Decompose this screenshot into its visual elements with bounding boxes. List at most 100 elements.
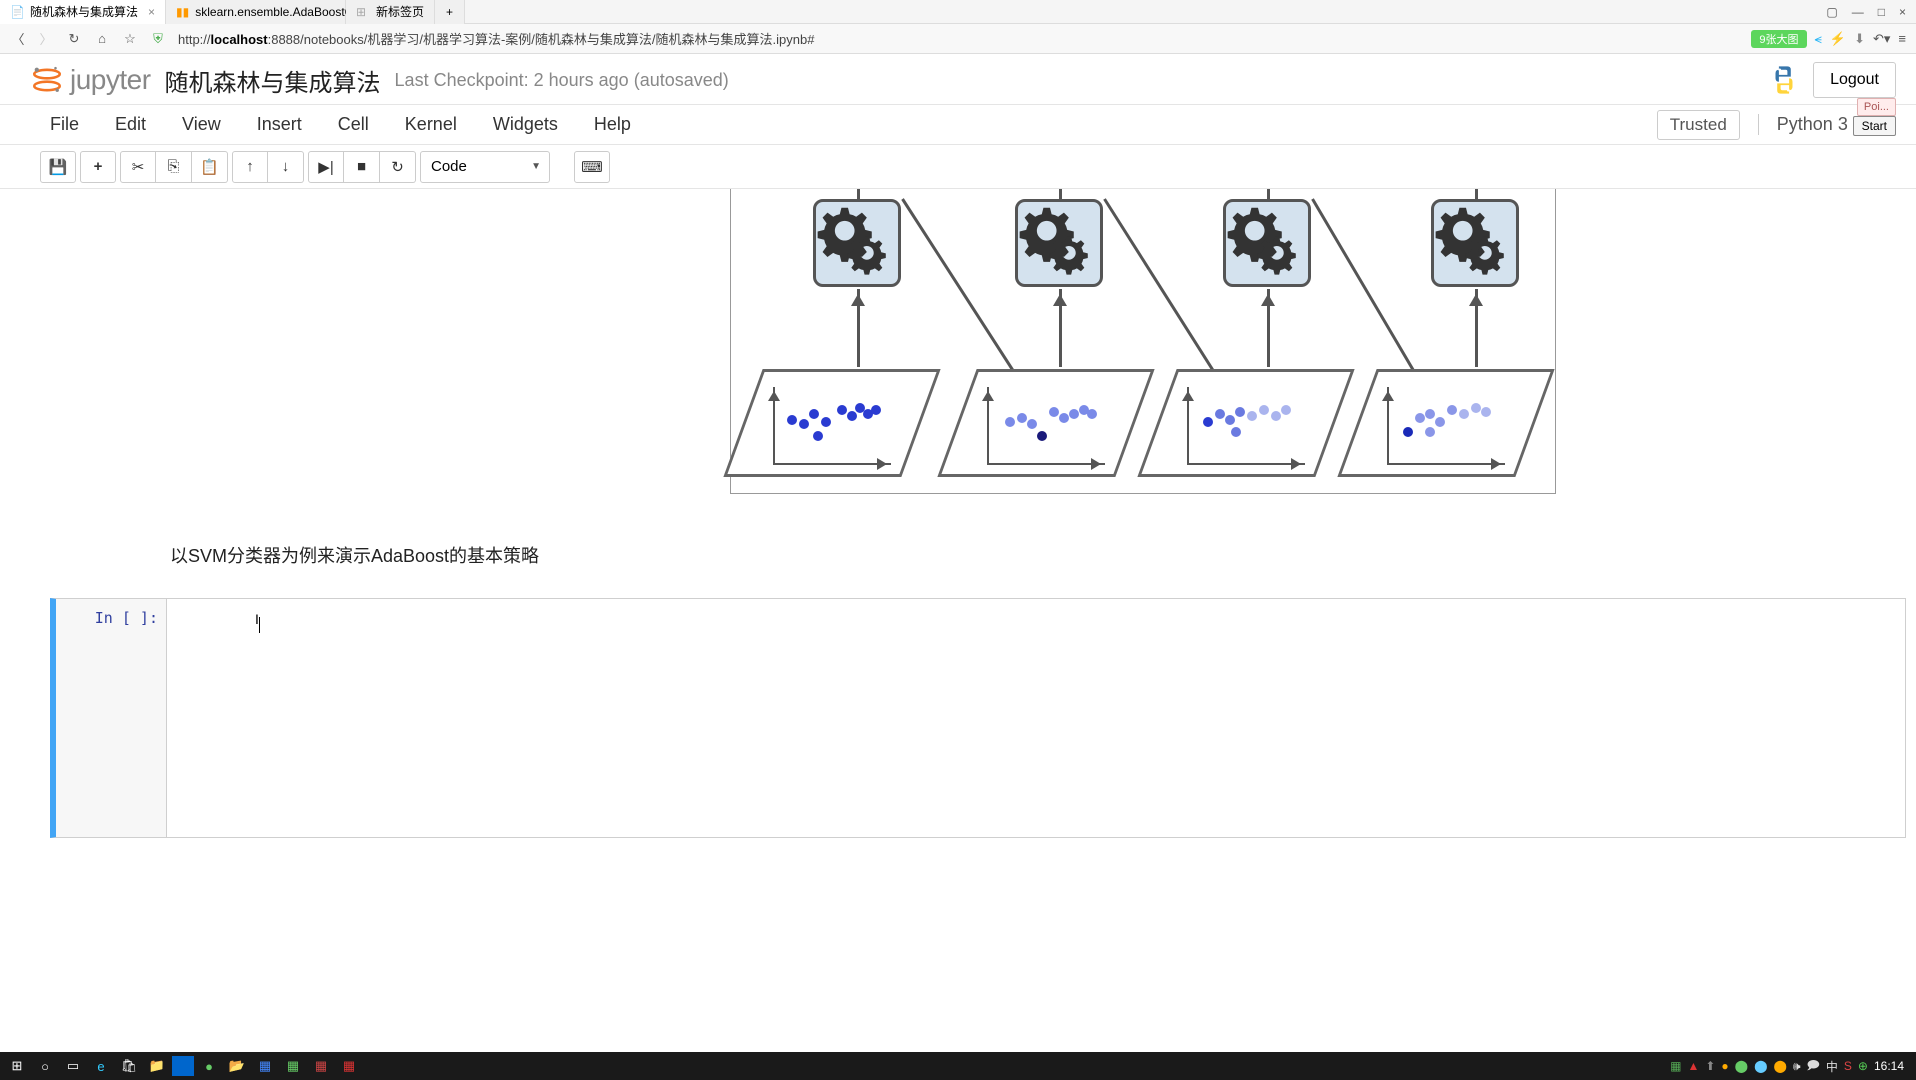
jupyter-logo[interactable]: jupyter [30, 63, 151, 97]
start-menu-icon[interactable]: ⊞ [4, 1054, 30, 1078]
menu-file[interactable]: File [50, 114, 97, 135]
browser-tabs: 📄 随机森林与集成算法 × ▮▮ sklearn.ensemble.AdaBoo… [0, 0, 1916, 24]
menu-icon[interactable]: ≡ [1898, 31, 1906, 46]
tray-icon[interactable]: S [1844, 1059, 1852, 1073]
browser-tab-1[interactable]: ▮▮ sklearn.ensemble.AdaBoostC [166, 0, 346, 24]
tray-icon[interactable]: ⬤ [1754, 1059, 1767, 1073]
undo-icon[interactable]: ↶▾ [1873, 31, 1890, 47]
explorer-icon[interactable]: 📁 [144, 1054, 170, 1078]
add-cell-button[interactable]: + [80, 151, 116, 183]
tray-icon[interactable]: 🗩 [1807, 1056, 1820, 1077]
menu-cell[interactable]: Cell [320, 114, 387, 135]
notebook-area: 以SVM分类器为例来演示AdaBoost的基本策略 In [ ]: I [0, 189, 1916, 838]
tray-icon[interactable]: ▲ [1687, 1059, 1699, 1073]
taskbar: ⊞ ○ ▭ e 🛍 📁 ● 📂 ▦ ▦ ▦ ▦ ▦ ▲ ⬆ ● ⬤ ⬤ ⬤ 🕪 … [0, 1052, 1916, 1080]
python-logo-icon [1767, 63, 1801, 97]
store-icon[interactable]: 🛍 [116, 1054, 142, 1078]
copy-button[interactable]: ⎘ [156, 151, 192, 183]
share-icon[interactable]: ⪪ [1815, 31, 1822, 47]
move-up-button[interactable]: ↑ [232, 151, 268, 183]
jupyter-logo-icon [30, 63, 64, 97]
tray-icon[interactable]: ⊕ [1858, 1059, 1868, 1073]
cell-type-select[interactable]: Code [420, 151, 550, 183]
logout-button[interactable]: Logout [1813, 62, 1896, 98]
run-button[interactable]: ▶| [308, 151, 344, 183]
tray-icon[interactable]: ▦ [1670, 1059, 1681, 1073]
tray-icon[interactable]: ⬆ [1705, 1059, 1715, 1073]
code-input[interactable]: I [166, 599, 1905, 837]
reload-icon[interactable]: ↻ [66, 31, 82, 47]
tooltip-poi: Poi... [1857, 98, 1896, 116]
page-icon: ▮▮ [176, 5, 189, 19]
app-icon[interactable]: 📂 [224, 1054, 250, 1078]
jupyter-header: jupyter 随机森林与集成算法 Last Checkpoint: 2 hou… [0, 54, 1916, 105]
app-icon[interactable]: ▦ [252, 1054, 278, 1078]
image-count-badge[interactable]: 9张大图 [1751, 30, 1806, 48]
stop-button[interactable]: ■ [344, 151, 380, 183]
app-icon[interactable]: ▦ [308, 1054, 334, 1078]
edge-icon[interactable]: e [88, 1054, 114, 1078]
menu-insert[interactable]: Insert [239, 114, 320, 135]
close-icon[interactable]: × [148, 5, 155, 19]
menu-edit[interactable]: Edit [97, 114, 164, 135]
browser-tab-0[interactable]: 📄 随机森林与集成算法 × [0, 0, 166, 24]
tab-title: 随机森林与集成算法 [30, 3, 138, 20]
paste-button[interactable]: 📋 [192, 151, 228, 183]
tray-icon[interactable]: ⬤ [1735, 1059, 1748, 1073]
window-restore-icon[interactable]: ▢ [1826, 5, 1837, 19]
app-icon[interactable]: ▦ [336, 1054, 362, 1078]
forward-icon[interactable]: 〉 [38, 29, 54, 48]
output-diagram [360, 189, 1556, 494]
input-prompt: In [ ]: [56, 599, 166, 837]
cut-button[interactable]: ✂ [120, 151, 156, 183]
kernel-name[interactable]: Python 3 [1758, 114, 1848, 135]
window-close-icon[interactable]: × [1899, 5, 1906, 19]
window-maximize-icon[interactable]: □ [1878, 5, 1885, 19]
back-icon[interactable]: 〈 [10, 29, 26, 48]
notebook-title[interactable]: 随机森林与集成算法 [165, 63, 381, 98]
url-rest: :8888/notebooks/机器学习/机器学习算法-案例/随机森林与集成算法… [268, 32, 815, 47]
tray-icon[interactable]: 🕪 [1793, 1059, 1801, 1074]
checkpoint-text: Last Checkpoint: 2 hours ago (autosaved) [395, 70, 729, 91]
jupyter-logo-text: jupyter [70, 64, 151, 96]
tray-icon[interactable]: ⬤ [1774, 1059, 1787, 1073]
menubar: File Edit View Insert Cell Kernel Widget… [0, 105, 1916, 145]
trusted-indicator[interactable]: Trusted [1657, 110, 1740, 140]
cell-type-label: Code [431, 158, 467, 175]
download-icon[interactable]: ⬇ [1854, 31, 1865, 47]
save-button[interactable]: 💾 [40, 151, 76, 183]
menu-kernel[interactable]: Kernel [387, 114, 475, 135]
tray: ▦ ▲ ⬆ ● ⬤ ⬤ ⬤ 🕪 🗩 中 S ⊕ 16:14 [1670, 1056, 1912, 1077]
clock[interactable]: 16:14 [1874, 1059, 1904, 1073]
start-button[interactable]: Start [1853, 116, 1896, 136]
app-icon[interactable]: ● [196, 1054, 222, 1078]
address-bar: 〈 〉 ↻ ⌂ ☆ ⛨ http://localhost:8888/notebo… [0, 24, 1916, 54]
move-down-button[interactable]: ↓ [268, 151, 304, 183]
code-cell[interactable]: In [ ]: I [50, 598, 1906, 838]
bolt-icon[interactable]: ⚡ [1830, 31, 1846, 47]
url-prefix: http:// [178, 32, 211, 47]
tab-title: sklearn.ensemble.AdaBoostC [195, 5, 353, 19]
command-palette-button[interactable]: ⌨ [574, 151, 610, 183]
app-icon[interactable]: ▦ [280, 1054, 306, 1078]
toolbar: 💾 + ✂ ⎘ 📋 ↑ ↓ ▶| ■ ↻ Code ⌨ [0, 145, 1916, 189]
home-icon[interactable]: ⌂ [94, 31, 110, 46]
restart-button[interactable]: ↻ [380, 151, 416, 183]
menu-view[interactable]: View [164, 114, 239, 135]
markdown-text: 以SVM分类器为例来演示AdaBoost的基本策略 [170, 542, 1916, 568]
menu-widgets[interactable]: Widgets [475, 114, 576, 135]
shield-icon: ⛨ [150, 31, 166, 47]
window-minimize-icon[interactable]: — [1852, 5, 1864, 19]
browser-tab-2[interactable]: ⊞ 新标签页 [346, 0, 435, 24]
tray-ime[interactable]: 中 [1826, 1058, 1838, 1075]
url-host: localhost [211, 32, 268, 47]
url-field[interactable]: http://localhost:8888/notebooks/机器学习/机器学… [178, 29, 1739, 48]
code-content: I [255, 611, 259, 627]
tray-icon[interactable]: ● [1721, 1059, 1728, 1073]
menu-help[interactable]: Help [576, 114, 649, 135]
cortana-icon[interactable]: ○ [32, 1054, 58, 1078]
new-tab-button[interactable]: + [435, 0, 465, 24]
star-icon[interactable]: ☆ [122, 31, 138, 47]
app-icon[interactable] [172, 1056, 194, 1076]
taskview-icon[interactable]: ▭ [60, 1054, 86, 1078]
